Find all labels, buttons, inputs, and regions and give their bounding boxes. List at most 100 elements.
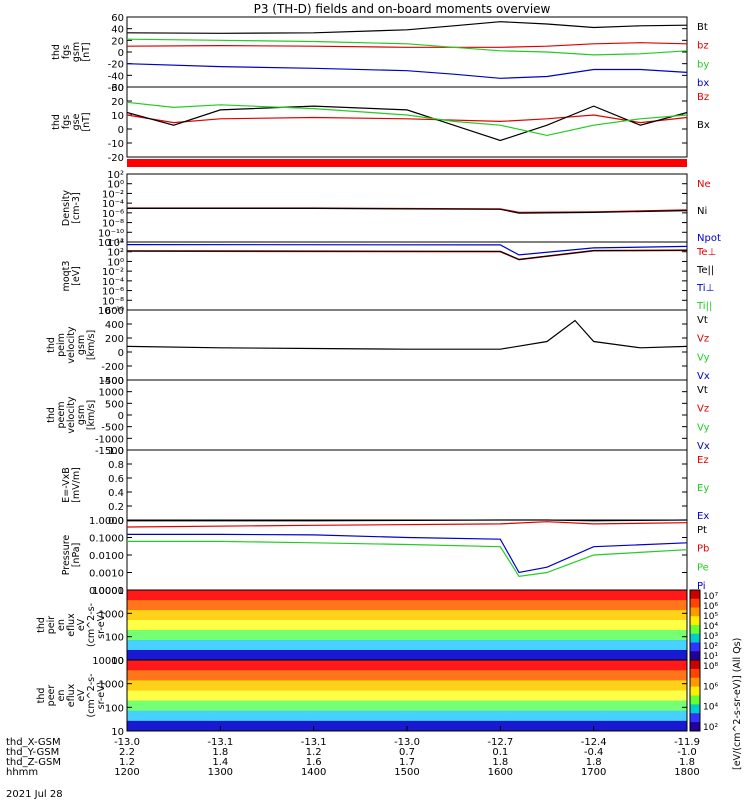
series-line-Pi [127,533,688,574]
legend-entry: Vt [697,385,708,396]
y-axis-label: [km/s] [86,330,97,360]
colorbar-tick-label: 10² [703,723,718,733]
panel-8: 1.0000 0.1000 0.0100 0.0010 0.0001 Pressure [n… [61,516,709,597]
y-tick-label: 40 [111,25,124,36]
x-axis-labels: thd_X-GSM -13.0 -13.1 -13.1 -13.0 -12.7 -12.4-… [6,638,743,778]
y-tick-label: 200 [105,334,124,345]
y-tick-label: 0.0100 [89,551,124,562]
y-tick-label: 0.0001 [89,586,124,597]
y-axis-label: velocity [66,396,77,434]
spectrogram-band [127,600,687,611]
panel-frame [126,309,688,381]
series-line-bx [126,63,688,79]
y-axis-label: eV [76,618,87,631]
spectrogram-band [127,700,687,712]
y-axis-label: peem [56,402,67,429]
y-tick-label: 10⁻² [102,267,124,278]
spectrogram-band [127,630,687,641]
colorbar-tick-label: 10⁴ [703,703,718,713]
y-tick-label: 0.0010 [89,569,124,580]
y-tick-label: 60 [111,13,124,24]
legend-entry: by [697,59,709,70]
y-tick-label: 0 [118,48,124,59]
y-axis-label: moqt3 [61,261,72,292]
legend-entry: Ti|| [696,301,712,312]
colorbar-tick-label: 10² [703,642,718,652]
x-tick-label: 1.8 [492,757,508,768]
y-axis-label: thd [46,337,57,353]
x-tick-label: 1.7 [399,757,415,768]
y-axis-label: gse [71,113,82,130]
y-tick-label: -1500 [95,446,124,457]
colorbar-segment [690,598,700,608]
x-tick-label: -12.7 [487,737,513,748]
legend-entry: Pb [697,544,709,555]
colorbar-tick-label: 10⁶ [703,602,718,612]
y-tick-label: 10⁻⁸ [102,296,124,307]
spectrogram-band [127,610,687,621]
x-tick-label: 0.1 [492,747,508,758]
flag-band [127,159,687,167]
x-tick-label: 1.8 [586,757,602,768]
x-tick-label: -12.4 [581,737,607,748]
x-tick-label: -13.0 [394,737,420,748]
spectrogram-band [127,690,687,702]
y-tick-label: 600 [105,306,124,317]
series-line-Te|| [126,249,688,261]
series-line-Te⊥ [126,249,688,261]
y-tick-label: 10⁻² [102,189,124,200]
y-axis-label: peer [46,685,57,707]
y-axis-label: sr-eV) [96,682,107,710]
y-tick-label: 20 [111,97,124,108]
y-axis-label: [nT] [81,112,92,131]
y-tick-label: 10000 [92,656,124,667]
y-axis-label: sr-eV) [96,611,107,639]
x-tick-label: 1.2 [119,757,135,768]
y-tick-label: 400 [105,320,124,331]
legend-entry: Ne [697,179,711,190]
colorbar-segment [690,660,700,670]
y-tick-label: -60 [108,83,124,94]
legend-entry: Vy [697,352,710,363]
y-tick-label: -10 [108,139,124,150]
y-tick-label: 10⁻⁸ [102,219,124,230]
legend-entry: Bt [697,22,708,33]
legend-entry: Ez [697,455,709,466]
y-axis-label: [nPa] [71,543,82,568]
colorbar-segment [690,642,700,652]
y-axis-label: (cm^2-s- [86,603,97,647]
colorbar-segment [690,590,700,600]
colorbar-segment [690,668,700,679]
y-axis-label: thd [36,688,47,704]
colorbar-segment [690,616,700,626]
y-axis-label: [km/s] [86,400,97,430]
y-tick-label: 10⁰ [107,180,124,191]
legend-entry: Ex [697,511,709,522]
x-tick-label: 1.6 [306,757,322,768]
spectrogram-band [127,650,687,661]
x-tick-label: -11.9 [674,737,700,748]
spectrogram-band [127,710,687,722]
y-axis-label: thd [36,617,47,633]
x-tick-label: -13.1 [301,737,327,748]
y-axis-label: thd [51,114,62,130]
colorbar-segment [690,633,700,643]
y-tick-label: 10 [111,111,124,122]
x-tick-label: -13.0 [114,737,140,748]
legend-entry: Vz [697,334,709,345]
spectrogram-band [127,620,687,631]
legend-entry: Ey [697,483,709,494]
legend-entry: Vx [697,371,710,382]
colorbar-segment [690,607,700,617]
x-tick-label: 1800 [674,767,699,778]
legend-entry: Te|| [696,265,714,276]
colorbar-segment [690,677,700,688]
y-tick-label: 1000 [99,680,124,691]
y-tick-label: 1000 [99,609,124,620]
x-tick-label: -0.4 [584,747,604,758]
y-axis-label: Density [61,190,72,226]
colorbar-tick-label: 10⁴ [703,622,718,632]
